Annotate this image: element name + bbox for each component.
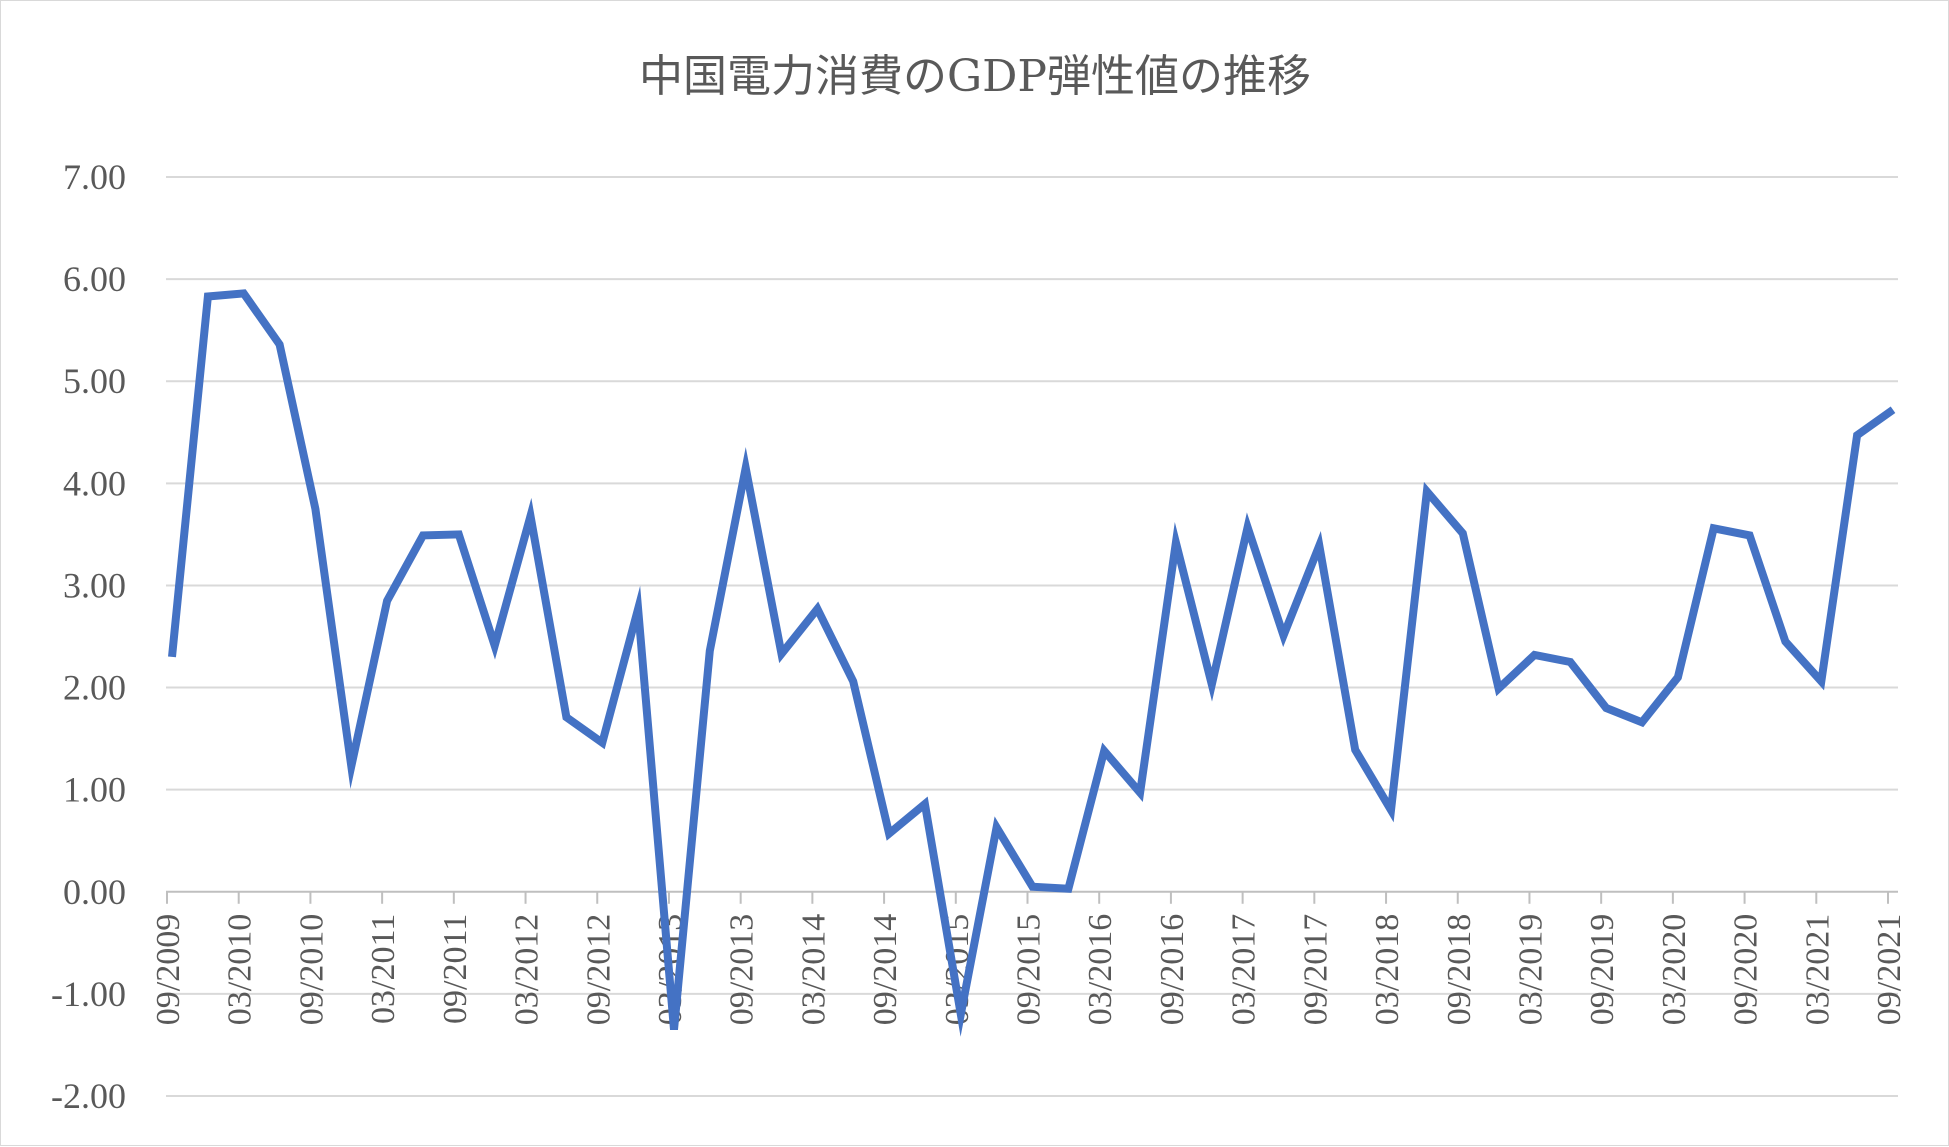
x-tick-label: 09/2013 xyxy=(724,914,761,1025)
x-tick-label: 09/2010 xyxy=(293,914,330,1025)
x-tick-label: 03/2014 xyxy=(795,914,832,1025)
x-tick-label: 03/2018 xyxy=(1369,914,1406,1025)
x-tick-label: 09/2019 xyxy=(1584,914,1621,1025)
x-tick-label: 03/2019 xyxy=(1512,914,1549,1025)
y-tick-label: -1.00 xyxy=(51,974,126,1014)
y-axis-tick-labels: -2.00 -1.00 0.00 1.00 2.00 3.00 4.00 5.00 6.00 7.… xyxy=(51,157,126,1116)
x-tick-label: 03/2010 xyxy=(222,914,259,1025)
x-tick-label: 03/2021 xyxy=(1799,914,1836,1025)
x-tick-label: 09/2021 xyxy=(1871,914,1908,1025)
x-axis-tick-labels: 09/2009 03/2010 09/2010 03/2011 09/2011 03/20… xyxy=(150,892,1908,1025)
x-tick-label: 09/2011 xyxy=(437,914,474,1024)
y-tick-label: 3.00 xyxy=(63,565,126,605)
x-tick-label: 09/2015 xyxy=(1011,914,1048,1025)
y-tick-label: 0.00 xyxy=(63,872,126,912)
x-tick-label: 03/2017 xyxy=(1226,914,1263,1025)
x-tick-label: 09/2016 xyxy=(1154,914,1191,1025)
y-tick-label: 6.00 xyxy=(63,259,126,299)
y-tick-label: 5.00 xyxy=(63,361,126,401)
y-tick-label: -2.00 xyxy=(51,1076,126,1116)
x-tick-label: 09/2014 xyxy=(867,914,904,1025)
x-tick-label: 03/2012 xyxy=(509,914,546,1025)
y-tick-label: 7.00 xyxy=(63,157,126,197)
x-tick-label: 09/2018 xyxy=(1441,914,1478,1025)
x-tick-label: 09/2020 xyxy=(1728,914,1765,1025)
y-tick-label: 2.00 xyxy=(63,668,126,708)
y-tick-label: 1.00 xyxy=(63,770,126,810)
chart-title: 中国電力消費のGDP弾性値の推移 xyxy=(639,51,1311,102)
x-tick-label: 03/2016 xyxy=(1082,914,1119,1025)
x-tick-label: 09/2017 xyxy=(1297,914,1334,1025)
x-tick-label: 09/2009 xyxy=(150,914,187,1025)
x-tick-label: 03/2020 xyxy=(1656,914,1693,1025)
y-tick-label: 4.00 xyxy=(63,463,126,503)
x-tick-label: 09/2012 xyxy=(580,914,617,1025)
x-tick-label: 03/2011 xyxy=(365,914,402,1024)
